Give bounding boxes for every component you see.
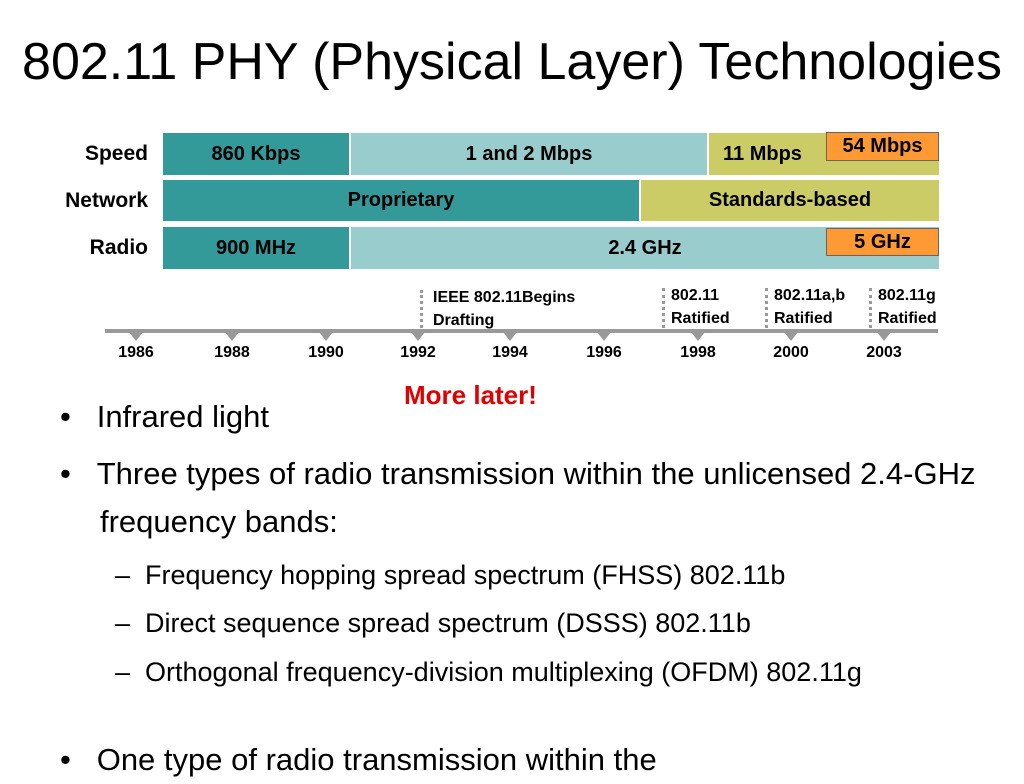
milestone-text: Ratified bbox=[878, 310, 937, 327]
year-label: 2000 bbox=[773, 344, 809, 361]
segment: 900 MHz bbox=[162, 226, 350, 270]
milestone: 802.11a,b Ratified bbox=[774, 284, 845, 330]
sub-bullet: – Orthogonal frequency-division multiple… bbox=[115, 657, 862, 687]
bullet-text: Direct sequence spread spectrum (DSSS) 8… bbox=[145, 608, 751, 638]
milestone-text: Ratified bbox=[774, 310, 833, 327]
milestone-line bbox=[662, 288, 665, 328]
timeline-axis bbox=[105, 329, 938, 333]
year-marker bbox=[784, 332, 798, 341]
milestone-line bbox=[869, 288, 872, 328]
overlay-box: 54 Mbps bbox=[826, 132, 939, 161]
milestone: 802.11g Ratified bbox=[878, 284, 937, 330]
year-marker bbox=[225, 332, 239, 341]
year-label: 1986 bbox=[118, 344, 154, 361]
overlay-box: 5 GHz bbox=[826, 228, 939, 256]
sub-bullet: – Direct sequence spread spectrum (DSSS)… bbox=[115, 608, 751, 638]
milestone: IEEE 802.11Begins Drafting bbox=[433, 286, 575, 332]
bullet-text: Frequency hopping spread spectrum (FHSS)… bbox=[145, 560, 786, 590]
year-marker bbox=[319, 332, 333, 341]
note: More later! bbox=[404, 380, 537, 410]
bullet: • Infrared light bbox=[60, 399, 270, 434]
slide: 802.11 PHY (Physical Layer) Technologies… bbox=[22, 33, 1002, 777]
row-label: Speed bbox=[84, 142, 148, 165]
bullet-text: Orthogonal frequency-division multiplexi… bbox=[145, 657, 862, 687]
bullet-text: Infrared light bbox=[96, 399, 270, 434]
milestone-text: 802.11g bbox=[878, 287, 936, 304]
bullet: • One type of radio transmission within … bbox=[60, 742, 657, 777]
year-label: 1988 bbox=[214, 344, 250, 361]
milestone-text: Drafting bbox=[433, 312, 495, 329]
milestone: 802.11 Ratified bbox=[671, 284, 730, 330]
segment: Standards-based bbox=[640, 179, 940, 222]
row-label: Network bbox=[65, 189, 148, 212]
year-marker bbox=[129, 332, 143, 341]
milestone-line bbox=[420, 290, 423, 328]
milestone-text: Ratified bbox=[671, 310, 730, 327]
sub-bullet: – Frequency hopping spread spectrum (FHS… bbox=[115, 560, 786, 590]
year-marker bbox=[877, 332, 891, 341]
milestone-text: 802.11a,b bbox=[774, 287, 846, 304]
year-label: 1992 bbox=[400, 344, 436, 361]
year-label: 1998 bbox=[680, 344, 716, 361]
year-label: 1996 bbox=[586, 344, 622, 361]
bullet-text: One type of radio transmission within th… bbox=[96, 742, 657, 777]
year-marker bbox=[597, 332, 611, 341]
bullet-text: Three types of radio transmission within… bbox=[96, 456, 976, 539]
bullet: • Three types of radio transmission with… bbox=[60, 456, 976, 539]
slide-title: 802.11 PHY (Physical Layer) Technologies bbox=[22, 33, 1002, 91]
year-marker bbox=[691, 332, 705, 341]
year-label: 2003 bbox=[866, 344, 902, 361]
milestone-line bbox=[765, 288, 768, 328]
segment: 1 and 2 Mbps bbox=[350, 132, 708, 176]
row-label: Radio bbox=[89, 236, 148, 259]
year-marker bbox=[503, 332, 517, 341]
segment: 860 Kbps bbox=[162, 132, 350, 176]
year-label: 1990 bbox=[308, 344, 344, 361]
milestone-text: IEEE 802.11Begins bbox=[433, 289, 576, 306]
year-label: 1994 bbox=[492, 344, 528, 361]
year-marker bbox=[411, 332, 425, 341]
milestone-text: 802.11 bbox=[671, 287, 720, 304]
segment: Proprietary bbox=[162, 179, 640, 222]
